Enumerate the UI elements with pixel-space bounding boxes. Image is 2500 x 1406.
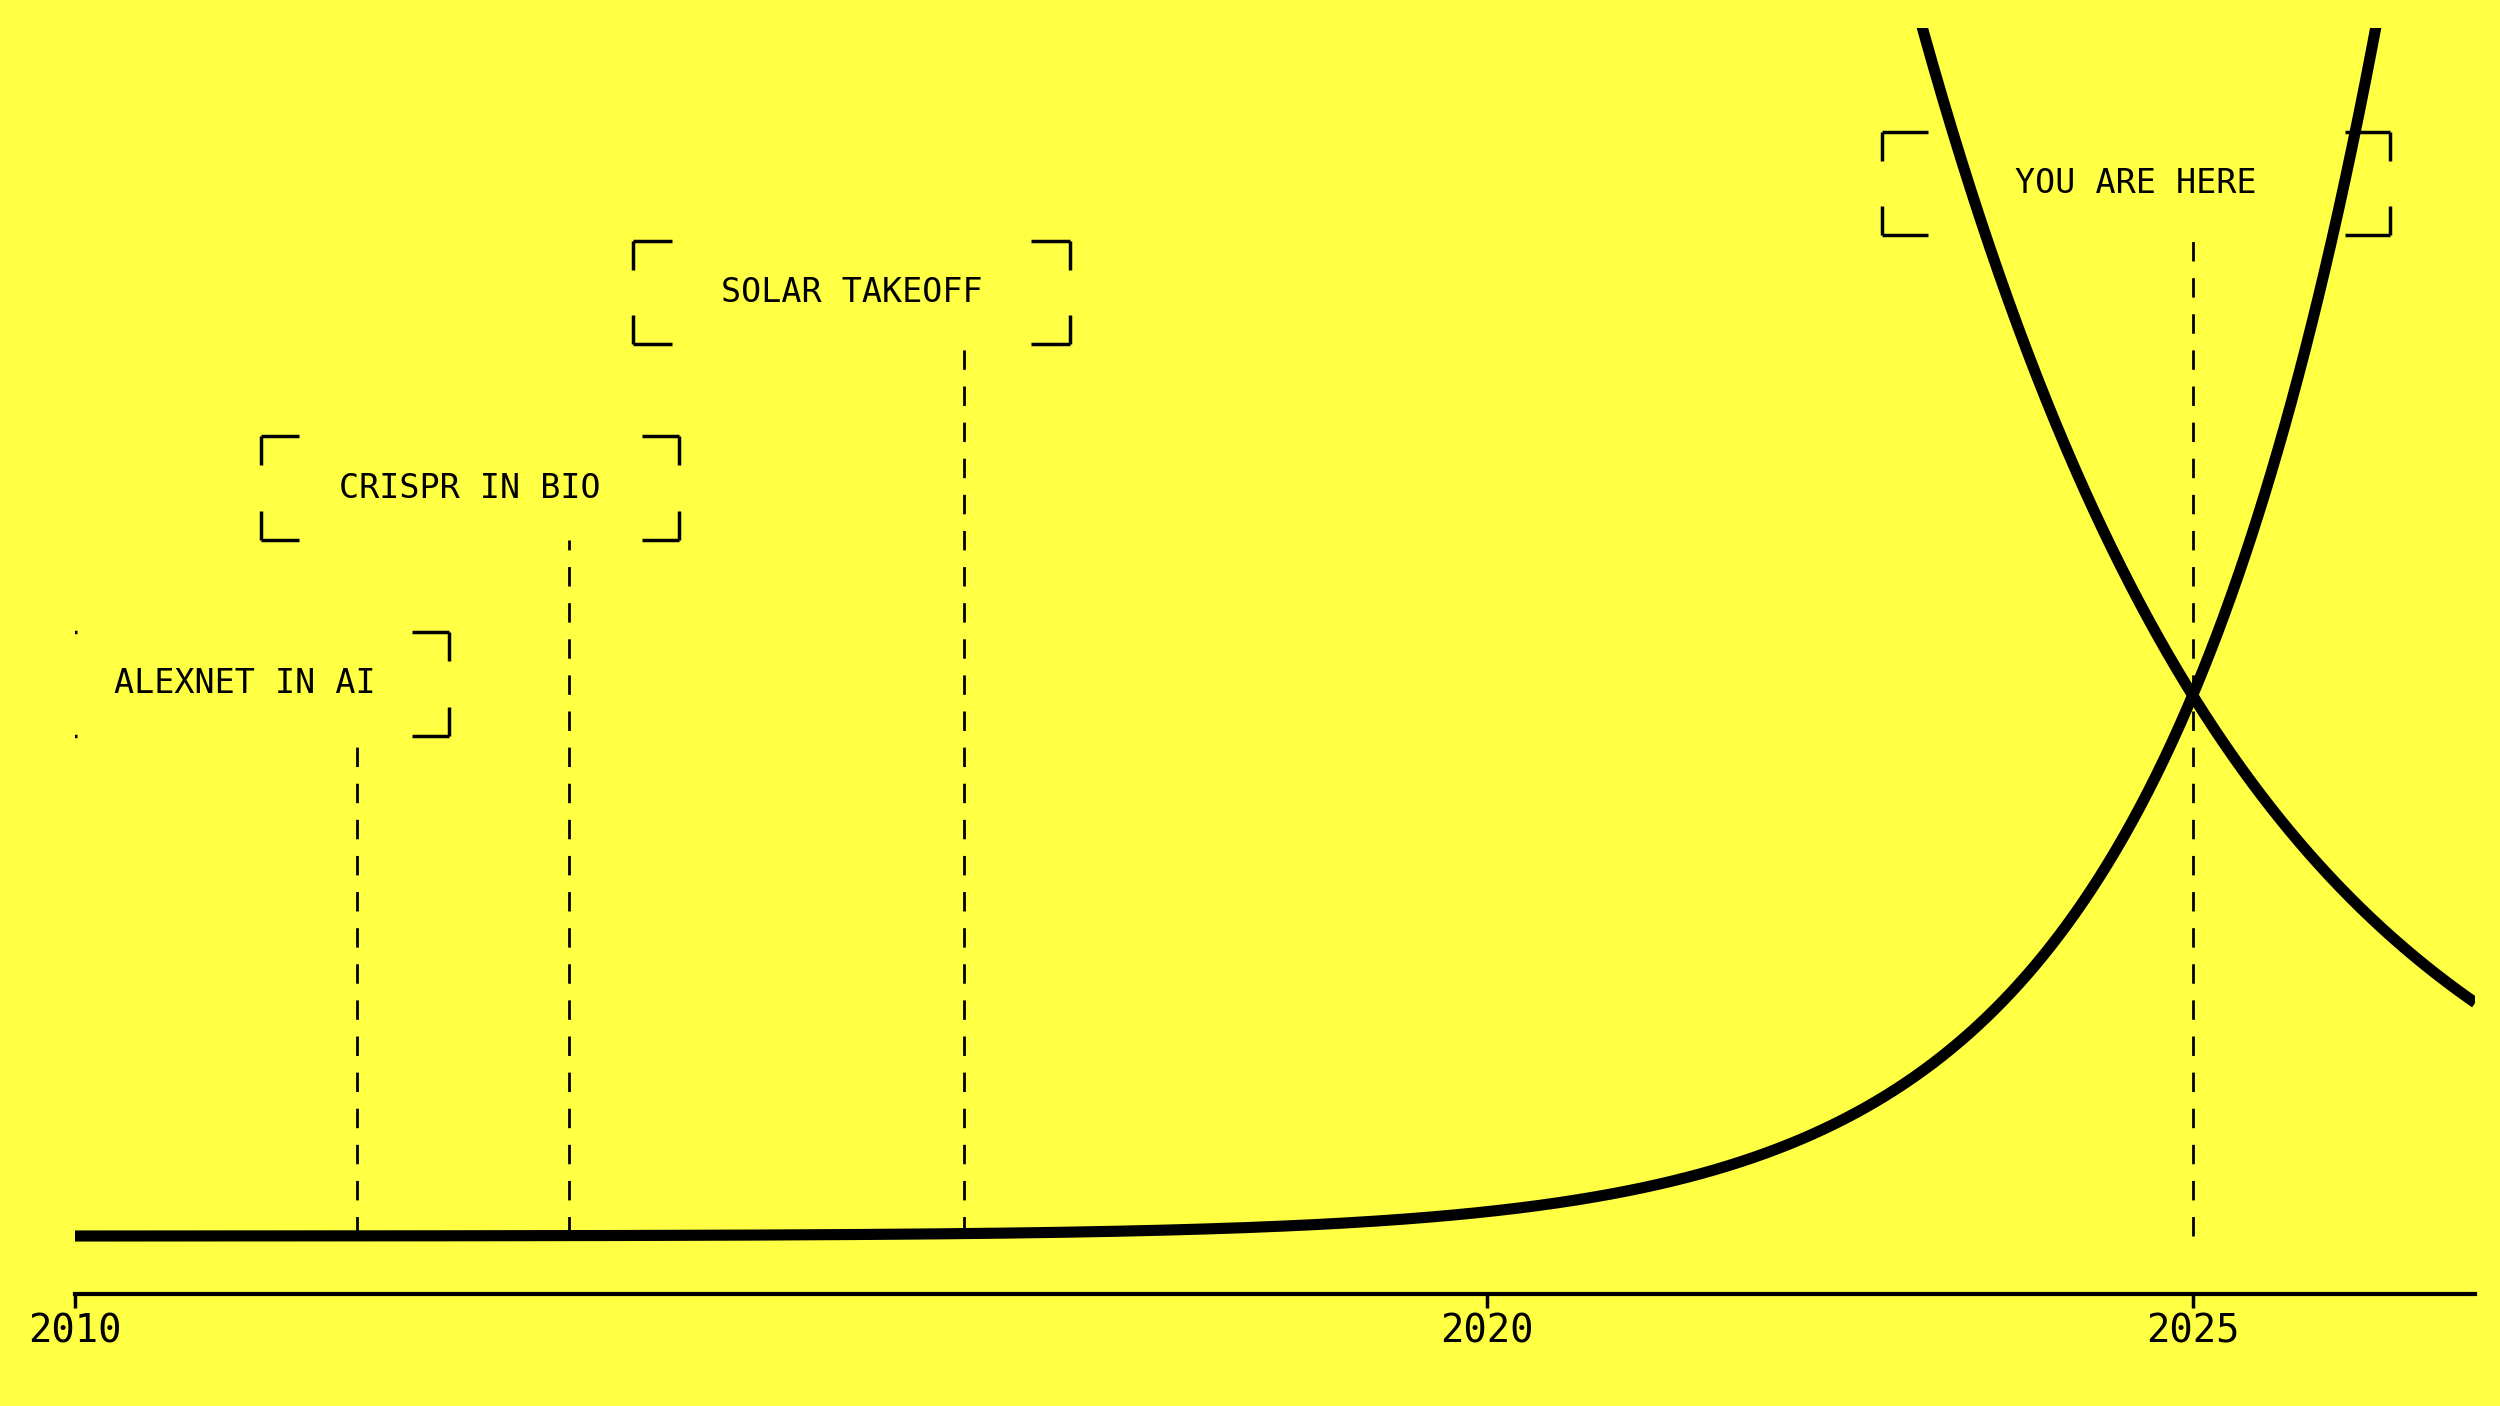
Text: YOU ARE HERE: YOU ARE HERE	[2015, 167, 2258, 200]
Text: SOLAR TAKEOFF: SOLAR TAKEOFF	[720, 276, 983, 309]
Text: CRISPR IN BIO: CRISPR IN BIO	[340, 472, 600, 505]
Text: ALEXNET IN AI: ALEXNET IN AI	[112, 668, 375, 700]
